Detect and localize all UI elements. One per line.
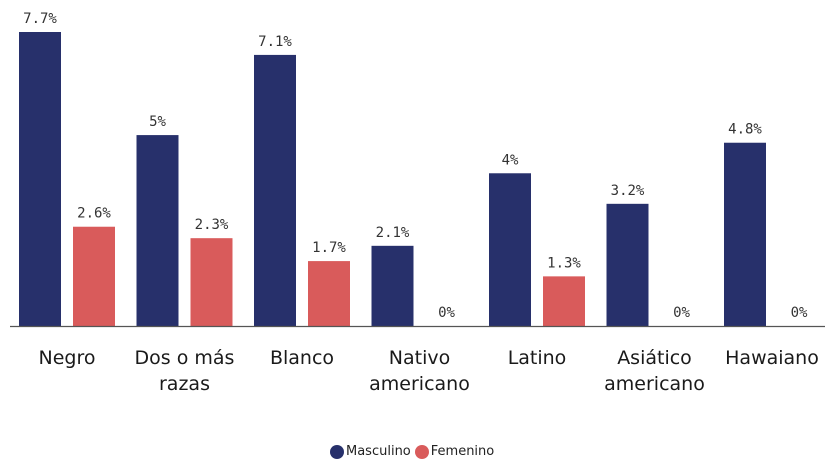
legend: Masculino Femenino (330, 444, 494, 459)
legend-item-masculino: Masculino (330, 444, 411, 459)
data-label-masculino-6: 4.8% (728, 122, 762, 138)
bars-layer (19, 32, 766, 327)
category-label-line: Latino (508, 347, 567, 369)
legend-label-femenino: Femenino (430, 444, 495, 459)
bar-masculino-4 (489, 173, 531, 326)
value-labels-layer: 7.7% 2.6% 5% 2.3% 7.1% 1.7% 2.1% 0% 4% 1.3% 3.2% 0%… (23, 11, 808, 321)
category-label-6: Hawaiano (725, 347, 819, 369)
bar-femenino-2 (308, 261, 350, 326)
category-label-0: Negro (39, 347, 96, 369)
data-label-masculino-1: 5% (149, 114, 166, 130)
legend-item-femenino: Femenino (414, 444, 495, 459)
data-label-femenino-6: 0% (791, 305, 808, 321)
category-label-line: Nativo (389, 347, 450, 369)
data-label-femenino-3: 0% (438, 305, 455, 321)
bar-masculino-0 (19, 32, 61, 326)
bar-femenino-1 (190, 238, 233, 326)
category-label-4: Latino (508, 347, 567, 369)
category-label-line: Hawaiano (725, 347, 819, 369)
category-label-line: razas (159, 373, 210, 395)
data-label-masculino-0: 7.7% (23, 11, 57, 27)
data-label-femenino-2: 1.7% (312, 240, 346, 256)
bar-masculino-1 (136, 135, 179, 326)
bar-masculino-3 (371, 245, 414, 326)
bar-chart: 7.7% 2.6% 5% 2.3% 7.1% 1.7% 2.1% 0% 4% 1.3% 3.2% 0%… (10, 11, 825, 395)
legend-label-masculino: Masculino (346, 444, 411, 459)
bar-femenino-4 (543, 276, 585, 326)
legend-swatch-masculino (330, 444, 344, 459)
category-labels-layer: Negro Dos o más razas Blanco Nativo americano… (39, 347, 819, 395)
legend-swatch-femenino (414, 444, 429, 459)
category-label-line: Asiático (617, 347, 692, 369)
bar-femenino-0 (73, 226, 115, 326)
category-label-line: americano (604, 373, 705, 395)
category-label-2: Blanco (270, 347, 334, 369)
category-label-line: Blanco (270, 347, 334, 369)
category-label-line: Negro (39, 347, 96, 369)
bar-masculino-5 (606, 203, 649, 326)
category-label-line: americano (369, 373, 470, 395)
category-label-1: Dos o más razas (135, 347, 235, 395)
bar-masculino-2 (254, 54, 296, 327)
data-label-masculino-2: 7.1% (258, 34, 292, 50)
data-label-femenino-5: 0% (673, 305, 690, 321)
data-label-femenino-1: 2.3% (195, 217, 229, 233)
data-label-femenino-4: 1.3% (547, 255, 581, 271)
bar-masculino-6 (724, 142, 766, 326)
category-label-5: Asiático americano (604, 347, 705, 395)
category-label-3: Nativo americano (369, 347, 470, 395)
category-label-line: Dos o más (135, 347, 235, 369)
data-label-masculino-3: 2.1% (376, 225, 410, 241)
data-label-masculino-5: 3.2% (611, 183, 645, 199)
data-label-masculino-4: 4% (502, 152, 519, 168)
data-label-femenino-0: 2.6% (77, 206, 111, 222)
